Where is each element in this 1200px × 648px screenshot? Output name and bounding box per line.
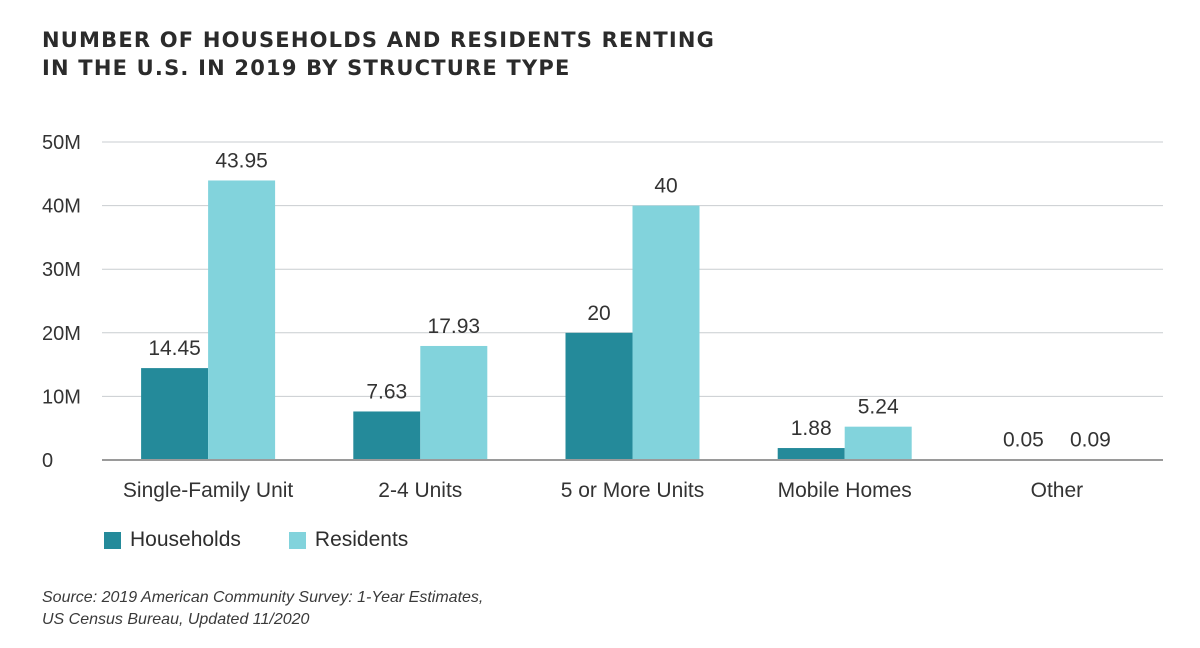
bar-households xyxy=(565,332,633,460)
legend-label-residents: Residents xyxy=(314,528,409,551)
axes: 0 10M 20M 30M 40M 50M Single-Family Unit 2-4 Un… xyxy=(42,132,1163,502)
y-tick-label: 40M xyxy=(42,196,81,218)
data-label-residents: 40 xyxy=(654,175,677,198)
source-line-2: US Census Bureau, Updated 11/2020 xyxy=(42,611,310,628)
data-label-residents: 43.95 xyxy=(215,149,268,172)
data-labels: 14.45 43.95 7.63 17.93 20 40 1.88 5.24 0.05 0.09 xyxy=(148,149,1111,451)
data-label-households: 14.45 xyxy=(148,337,201,360)
legend-item-residents: Residents xyxy=(288,528,409,552)
y-tick-label: 10M xyxy=(42,386,81,408)
data-label-households: 1.88 xyxy=(791,417,832,440)
data-label-residents: 0.09 xyxy=(1070,428,1111,451)
bar-households xyxy=(353,411,421,460)
chart-title-line-2: IN THE U.S. IN 2019 BY STRUCTURE TYPE xyxy=(42,56,571,80)
bar-households xyxy=(141,368,209,460)
legend-label-households: Households xyxy=(130,528,241,551)
y-tick-label: 30M xyxy=(42,259,81,281)
legend: Households Residents xyxy=(104,528,456,552)
x-tick-label: Other xyxy=(1031,479,1084,502)
legend-item-households: Households xyxy=(104,528,241,552)
chart-title-line-1: NUMBER OF HOUSEHOLDS AND RESIDENTS RENTI… xyxy=(42,28,716,52)
x-tick-label: 2-4 Units xyxy=(378,479,462,502)
x-tick-label: Single-Family Unit xyxy=(123,479,294,502)
bar-residents xyxy=(208,180,276,460)
bars xyxy=(141,180,1124,460)
y-tick-label: 50M xyxy=(42,132,81,154)
bar-residents xyxy=(420,345,488,460)
bar-residents xyxy=(632,205,700,460)
chart-title: NUMBER OF HOUSEHOLDS AND RESIDENTS RENTI… xyxy=(42,26,715,82)
source-line-1: Source: 2019 American Community Survey: … xyxy=(42,589,484,606)
data-label-households: 7.63 xyxy=(366,380,407,403)
bar-households xyxy=(777,448,845,460)
y-tick-label: 20M xyxy=(42,323,81,345)
legend-swatch-residents xyxy=(288,531,306,549)
data-label-residents: 5.24 xyxy=(858,396,899,419)
data-label-residents: 17.93 xyxy=(428,315,481,338)
bar-residents xyxy=(844,426,912,460)
source-note: Source: 2019 American Community Survey: … xyxy=(42,587,483,631)
data-label-households: 20 xyxy=(587,302,610,325)
y-tick-label: 0 xyxy=(42,450,53,472)
data-label-households: 0.05 xyxy=(1003,429,1044,452)
x-tick-label: Mobile Homes xyxy=(778,479,912,502)
legend-swatch-households xyxy=(104,531,121,549)
x-tick-label: 5 or More Units xyxy=(561,479,705,502)
